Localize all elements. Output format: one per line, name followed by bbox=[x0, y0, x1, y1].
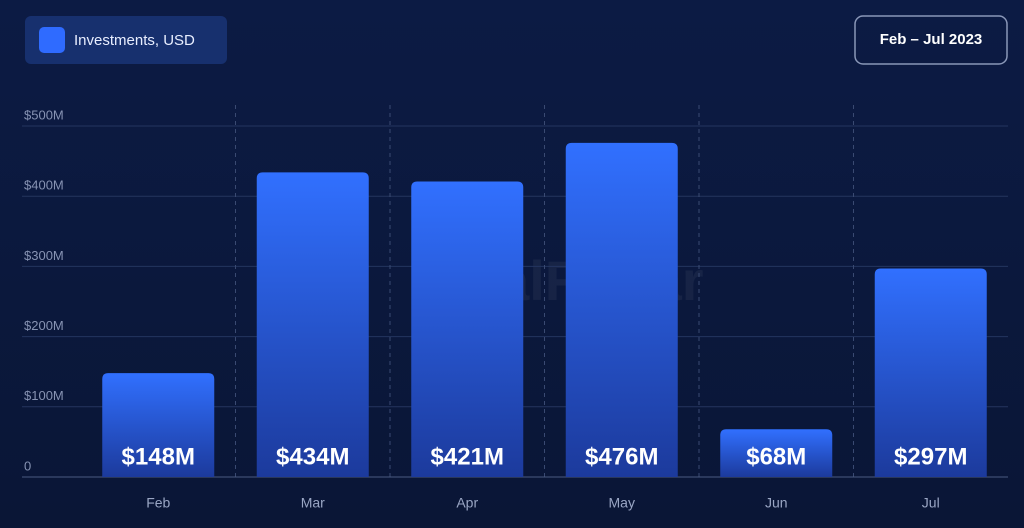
value-label: $148M bbox=[122, 443, 195, 470]
y-tick-label: $100M bbox=[24, 388, 64, 403]
date-badge-box[interactable] bbox=[854, 15, 1008, 65]
value-label: $421M bbox=[431, 443, 504, 470]
value-label: $68M bbox=[746, 443, 806, 470]
y-tick-label: $400M bbox=[24, 178, 64, 193]
x-tick-label: Feb bbox=[146, 495, 170, 511]
value-label: $297M bbox=[894, 443, 967, 470]
x-tick-label: Jul bbox=[922, 495, 940, 511]
legend-label: Investments, USD bbox=[74, 32, 195, 49]
y-tick-label: 0 bbox=[24, 458, 31, 473]
bar bbox=[565, 142, 678, 477]
y-tick-label: $200M bbox=[24, 318, 64, 333]
legend-box bbox=[25, 16, 227, 64]
x-tick-label: Mar bbox=[301, 495, 325, 511]
x-tick-label: May bbox=[609, 495, 635, 511]
value-label: $434M bbox=[276, 443, 349, 470]
value-label: $476M bbox=[585, 443, 658, 470]
x-tick-label: Jun bbox=[765, 495, 788, 511]
y-tick-label: $300M bbox=[24, 248, 64, 263]
date-badge[interactable]: Feb – Jul 2023 bbox=[854, 15, 1008, 65]
bar bbox=[874, 268, 987, 477]
bar bbox=[411, 181, 524, 477]
bar bbox=[102, 373, 215, 477]
bar bbox=[720, 429, 833, 477]
legend: Investments, USD bbox=[25, 16, 227, 64]
bar bbox=[256, 172, 369, 477]
date-range[interactable]: Feb – Jul 2023 bbox=[880, 31, 983, 48]
x-tick-label: Apr bbox=[456, 495, 478, 511]
legend-swatch bbox=[39, 27, 65, 53]
y-tick-label: $500M bbox=[24, 107, 64, 122]
